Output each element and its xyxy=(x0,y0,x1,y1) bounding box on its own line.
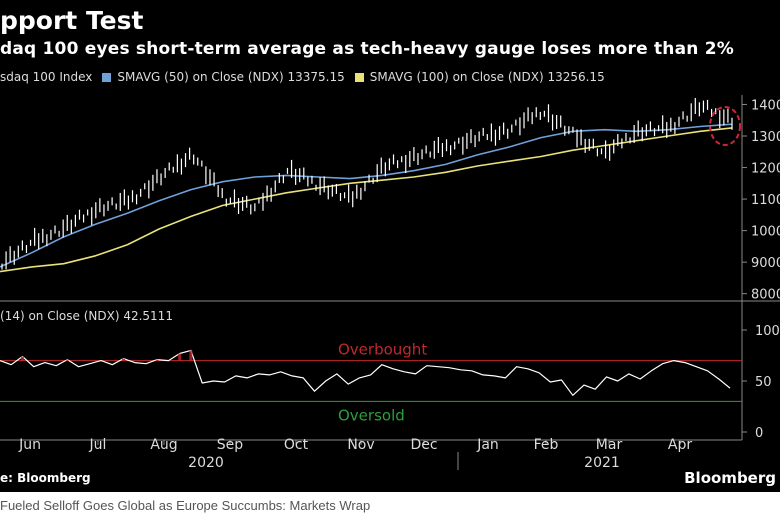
x-tick-label: Feb xyxy=(534,437,559,453)
x-tick-label: Dec xyxy=(410,437,437,453)
x-tick-label: Sep xyxy=(217,437,244,453)
x-tick-label: Aug xyxy=(150,437,177,453)
sma50-line xyxy=(0,123,733,268)
legend-swatch-sma50 xyxy=(102,72,112,82)
x-tick-label: Oct xyxy=(284,437,309,453)
rsi-line xyxy=(0,349,731,396)
article-caption-link[interactable]: Fueled Selloff Goes Global as Europe Suc… xyxy=(0,498,371,513)
overbought-label: Overbought xyxy=(338,341,427,359)
x-tick-label: Jun xyxy=(18,437,41,453)
x-tick-label: Jan xyxy=(476,437,499,453)
x-tick-label: Mar xyxy=(596,437,623,453)
price-tick-label: 9000 xyxy=(751,256,780,271)
brand-logo: Bloomberg xyxy=(684,469,776,487)
price-tick-label: 8000 xyxy=(751,288,780,303)
x-tick-label: Apr xyxy=(668,437,692,453)
year-label: 2021 xyxy=(584,455,620,471)
sma100-line xyxy=(0,127,733,273)
price-tick-label: 14000 xyxy=(751,98,780,113)
rsi-tick-label: 0 xyxy=(755,426,763,441)
year-label: 2020 xyxy=(188,455,224,471)
chart-svg: 14000 13000 12000 11000 10000 9000 8000 100 50 0 O… xyxy=(0,95,780,471)
overbought-fill xyxy=(21,350,193,361)
rsi-label: (14) on Close (NDX) 42.5111 xyxy=(0,309,173,323)
price-tick-label: 12000 xyxy=(751,162,780,177)
price-tick-label: 10000 xyxy=(751,225,780,240)
oversold-label: Oversold xyxy=(338,406,405,424)
legend: sdaq 100 Index SMAVG (50) on Close (NDX)… xyxy=(0,70,605,84)
rsi-tick-label: 100 xyxy=(755,324,780,339)
legend-swatch-sma100 xyxy=(354,72,364,82)
price-tick-label: 11000 xyxy=(751,193,780,208)
chart-title: pport Test xyxy=(0,6,144,35)
highlight-circle xyxy=(709,106,741,146)
price-tick-label: 13000 xyxy=(751,130,780,145)
chart-frame: pport Test daq 100 eyes short-term avera… xyxy=(0,0,780,492)
legend-item-sma50: SMAVG (50) on Close (NDX) 13375.15 xyxy=(117,70,345,84)
legend-item-sma100: SMAVG (100) on Close (NDX) 13256.15 xyxy=(369,70,605,84)
x-tick-label: Nov xyxy=(347,437,374,453)
source-label: e: Bloomberg xyxy=(0,471,91,485)
chart-subtitle: daq 100 eyes short-term average as tech-… xyxy=(0,39,734,59)
rsi-tick-label: 50 xyxy=(755,375,772,390)
legend-item-index: sdaq 100 Index xyxy=(0,70,93,84)
x-tick-label: Jul xyxy=(89,437,107,453)
